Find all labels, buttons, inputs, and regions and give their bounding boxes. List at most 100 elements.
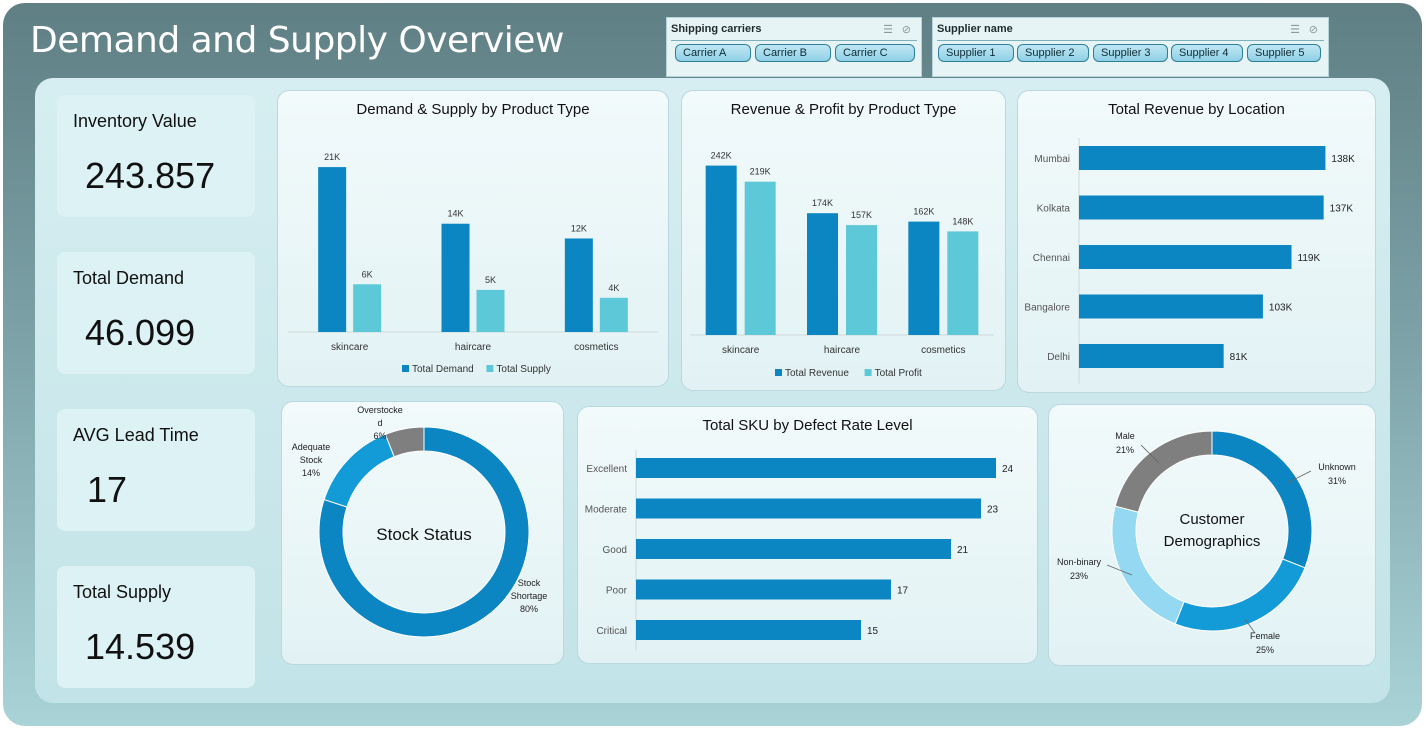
slice-label: Unknown xyxy=(1318,462,1356,472)
data-label: 17 xyxy=(897,586,909,597)
bar-total-supply xyxy=(353,284,382,332)
slice-label: d xyxy=(377,418,382,428)
kpi-total-demand: Total Demand 46.099 xyxy=(57,252,255,374)
category-label: haircare xyxy=(824,345,861,356)
chart-center-title: Customer xyxy=(1179,511,1244,528)
category-label: Chennai xyxy=(1033,253,1070,264)
category-label: Bangalore xyxy=(1024,303,1070,314)
slice-pct: 6% xyxy=(373,431,386,441)
data-label: 6K xyxy=(362,269,373,279)
slicer-button-carrier-a[interactable]: Carrier A xyxy=(675,44,751,62)
slice-label: Adequate xyxy=(292,442,331,452)
legend-label: Total Demand xyxy=(412,364,474,375)
revenue-location-chart: Total Revenue by Location Mumbai 138K Kolka… xyxy=(1024,101,1355,384)
slicer-button-supplier-5[interactable]: Supplier 5 xyxy=(1247,44,1321,62)
category-label: skincare xyxy=(331,342,369,353)
chart-card-revenue-profit: Revenue & Profit by Product Type 242K 219K… xyxy=(681,90,1006,391)
bar-total-demand xyxy=(564,238,593,332)
data-label: 5K xyxy=(485,275,496,285)
bar-total-revenue xyxy=(705,165,737,335)
data-label: 174K xyxy=(812,198,833,208)
slice-non-binary xyxy=(1111,505,1185,625)
multi-select-icon[interactable]: ☰ xyxy=(883,24,893,36)
slice-male xyxy=(1114,430,1213,513)
bar xyxy=(636,579,891,600)
category-label: cosmetics xyxy=(574,342,618,353)
slice-pct: 31% xyxy=(1328,476,1346,486)
bar xyxy=(636,620,861,640)
category-label: Moderate xyxy=(585,505,628,516)
shipping-carriers-slicer: Shipping carriers ☰ ⊘ Carrier A Carrier … xyxy=(666,17,922,77)
slicer-divider xyxy=(937,40,1324,41)
kpi-label: AVG Lead Time xyxy=(73,425,199,445)
slicer-header: Shipping carriers xyxy=(671,23,762,35)
data-label: 138K xyxy=(1331,154,1355,165)
slice-pct: 25% xyxy=(1256,645,1274,655)
bar-total-demand xyxy=(441,223,470,332)
bar-total-profit xyxy=(947,231,979,335)
category-label: Good xyxy=(603,545,627,556)
clear-filter-icon[interactable]: ⊘ xyxy=(1308,24,1318,36)
bar-total-supply xyxy=(476,289,505,332)
multi-select-icon[interactable]: ☰ xyxy=(1290,24,1300,36)
clear-filter-icon[interactable]: ⊘ xyxy=(901,24,911,36)
data-label: 157K xyxy=(851,210,872,220)
kpi-total-supply: Total Supply 14.539 xyxy=(57,566,255,688)
chart-card-demand-supply: Demand & Supply by Product Type 21K 6K skin… xyxy=(277,90,669,387)
chart-card-defect-rate: Total SKU by Defect Rate Level Excellent 2… xyxy=(577,406,1038,664)
bar-total-profit xyxy=(744,181,776,335)
chart-title: Total Revenue by Location xyxy=(1108,101,1285,118)
slice-female xyxy=(1174,558,1306,632)
data-label: 14K xyxy=(447,209,463,219)
data-label: 242K xyxy=(711,151,732,161)
data-label: 23 xyxy=(987,505,999,516)
chart-title: Total SKU by Defect Rate Level xyxy=(702,417,912,434)
bar-total-revenue xyxy=(807,213,838,335)
category-label: skincare xyxy=(722,345,760,356)
slicer-button-supplier-4[interactable]: Supplier 4 xyxy=(1171,44,1243,62)
kpi-avg-lead-time: AVG Lead Time 17 xyxy=(57,409,255,531)
leader-line xyxy=(1140,444,1160,464)
slice-pct: 23% xyxy=(1070,571,1088,581)
slice-label: Non-binary xyxy=(1057,557,1102,567)
bar xyxy=(1079,344,1224,368)
legend-swatch xyxy=(486,365,494,372)
slicer-button-supplier-1[interactable]: Supplier 1 xyxy=(938,44,1014,62)
category-label: Poor xyxy=(606,586,628,597)
slicer-button-supplier-3[interactable]: Supplier 3 xyxy=(1093,44,1168,62)
slicer-divider xyxy=(671,40,917,41)
data-label: 24 xyxy=(1002,464,1014,475)
slice-adequate-stock xyxy=(323,433,395,508)
page-title: Demand and Supply Overview xyxy=(30,20,564,61)
chart-title: Revenue & Profit by Product Type xyxy=(731,101,957,118)
data-label: 219K xyxy=(750,167,771,177)
bar xyxy=(636,498,981,519)
slicer-button-carrier-c[interactable]: Carrier C xyxy=(835,44,915,62)
chart-center-title: Stock Status xyxy=(376,525,471,544)
data-label: 148K xyxy=(952,216,973,226)
slice-stock-shortage xyxy=(318,426,530,638)
supplier-name-slicer: Supplier name ☰ ⊘ Supplier 1 Supplier 2 … xyxy=(932,17,1329,77)
kpi-label: Total Supply xyxy=(73,582,172,602)
bar xyxy=(636,539,951,559)
slicer-button-carrier-b[interactable]: Carrier B xyxy=(755,44,831,62)
kpi-inventory-value: Inventory Value 243.857 xyxy=(57,95,255,217)
data-label: 21K xyxy=(324,152,340,162)
legend-swatch xyxy=(864,369,872,376)
category-label: cosmetics xyxy=(921,345,965,356)
slicer-button-supplier-2[interactable]: Supplier 2 xyxy=(1017,44,1089,62)
kpi-label: Total Demand xyxy=(73,268,185,288)
data-label: 81K xyxy=(1230,352,1248,363)
slice-label: Overstocke xyxy=(357,405,403,415)
stock-status-chart: Stock Status Stock Shortage 80% Adequate Stoc… xyxy=(292,405,547,638)
data-label: 162K xyxy=(913,207,934,217)
chart-card-stock-status: Stock Status Stock Shortage 80% Adequate Stoc… xyxy=(281,401,564,665)
kpi-value: 46.099 xyxy=(85,312,196,353)
data-label: 21 xyxy=(957,545,969,556)
bar-total-demand xyxy=(318,167,347,332)
legend-label: Total Profit xyxy=(875,368,922,379)
category-label: Critical xyxy=(596,626,627,637)
chart-card-demographics: Customer Demographics Unknown 31% Female 25% N… xyxy=(1048,404,1376,666)
bar-total-revenue xyxy=(908,221,940,335)
kpi-value: 243.857 xyxy=(85,155,216,196)
